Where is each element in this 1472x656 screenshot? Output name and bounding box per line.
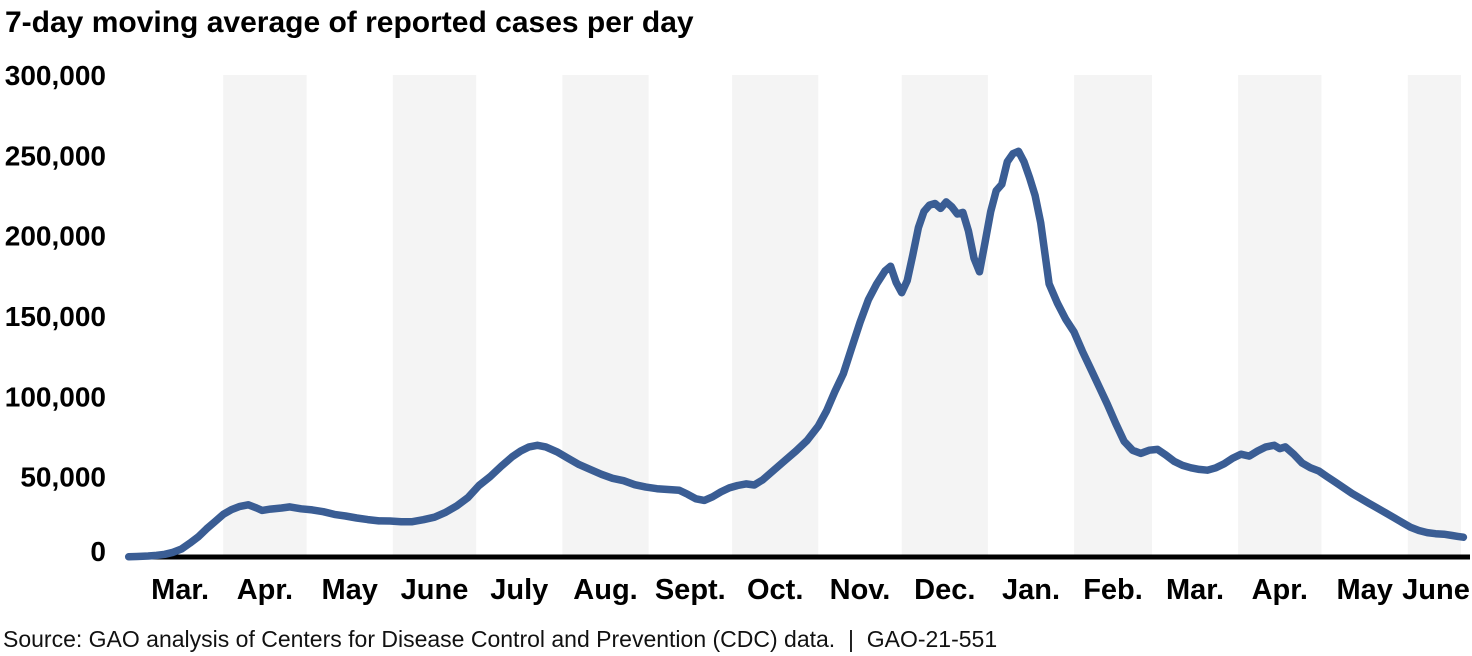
- x-axis-label: July: [490, 574, 548, 606]
- x-axis-label: Mar.: [151, 574, 209, 606]
- month-band: [1407, 75, 1461, 555]
- y-axis-label: 200,000: [5, 221, 106, 252]
- x-axis-label: Jan.: [1002, 574, 1060, 606]
- x-axis-label: June: [1402, 574, 1470, 606]
- month-band: [1238, 75, 1322, 555]
- month-band: [732, 75, 819, 555]
- x-axis-label: Aug.: [573, 574, 637, 606]
- month-band: [901, 75, 988, 555]
- month-band: [223, 75, 307, 555]
- x-axis-label: Feb.: [1083, 574, 1143, 606]
- x-axis-label: Oct.: [747, 574, 803, 606]
- chart-title: 7-day moving average of reported cases p…: [5, 6, 694, 39]
- y-axis-label: 150,000: [5, 301, 106, 332]
- x-axis-label: Mar.: [1166, 574, 1224, 606]
- data-line-cases: [124, 147, 1468, 561]
- month-band: [392, 75, 477, 555]
- x-axis-label: May: [1336, 574, 1392, 606]
- x-axis-label: Nov.: [830, 574, 891, 606]
- x-axis-label: May: [321, 574, 377, 606]
- x-axis-line: [128, 554, 1470, 560]
- y-axis-label: 100,000: [5, 381, 106, 412]
- x-axis-label: Dec.: [914, 574, 975, 606]
- y-axis-label: 50,000: [20, 462, 106, 493]
- y-axis-label: 300,000: [5, 60, 106, 91]
- y-axis-label: 250,000: [5, 140, 106, 171]
- x-axis-label: Apr.: [1252, 574, 1308, 606]
- y-axis-label: 0: [90, 536, 106, 567]
- x-axis-label: June: [401, 574, 469, 606]
- x-axis-label: Sept.: [655, 574, 726, 606]
- source-note: Source: GAO analysis of Centers for Dise…: [3, 626, 998, 652]
- month-band: [1074, 75, 1152, 555]
- x-axis-label: Apr.: [237, 574, 293, 606]
